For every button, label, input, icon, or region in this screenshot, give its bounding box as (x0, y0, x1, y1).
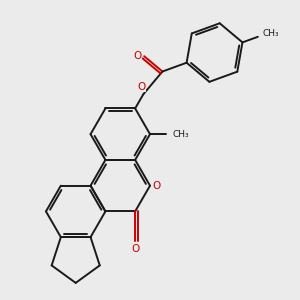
Text: O: O (131, 244, 139, 254)
Text: CH₃: CH₃ (262, 29, 279, 38)
Text: CH₃: CH₃ (172, 130, 189, 139)
Text: O: O (134, 51, 142, 61)
Text: O: O (152, 181, 161, 191)
Text: O: O (138, 82, 146, 92)
